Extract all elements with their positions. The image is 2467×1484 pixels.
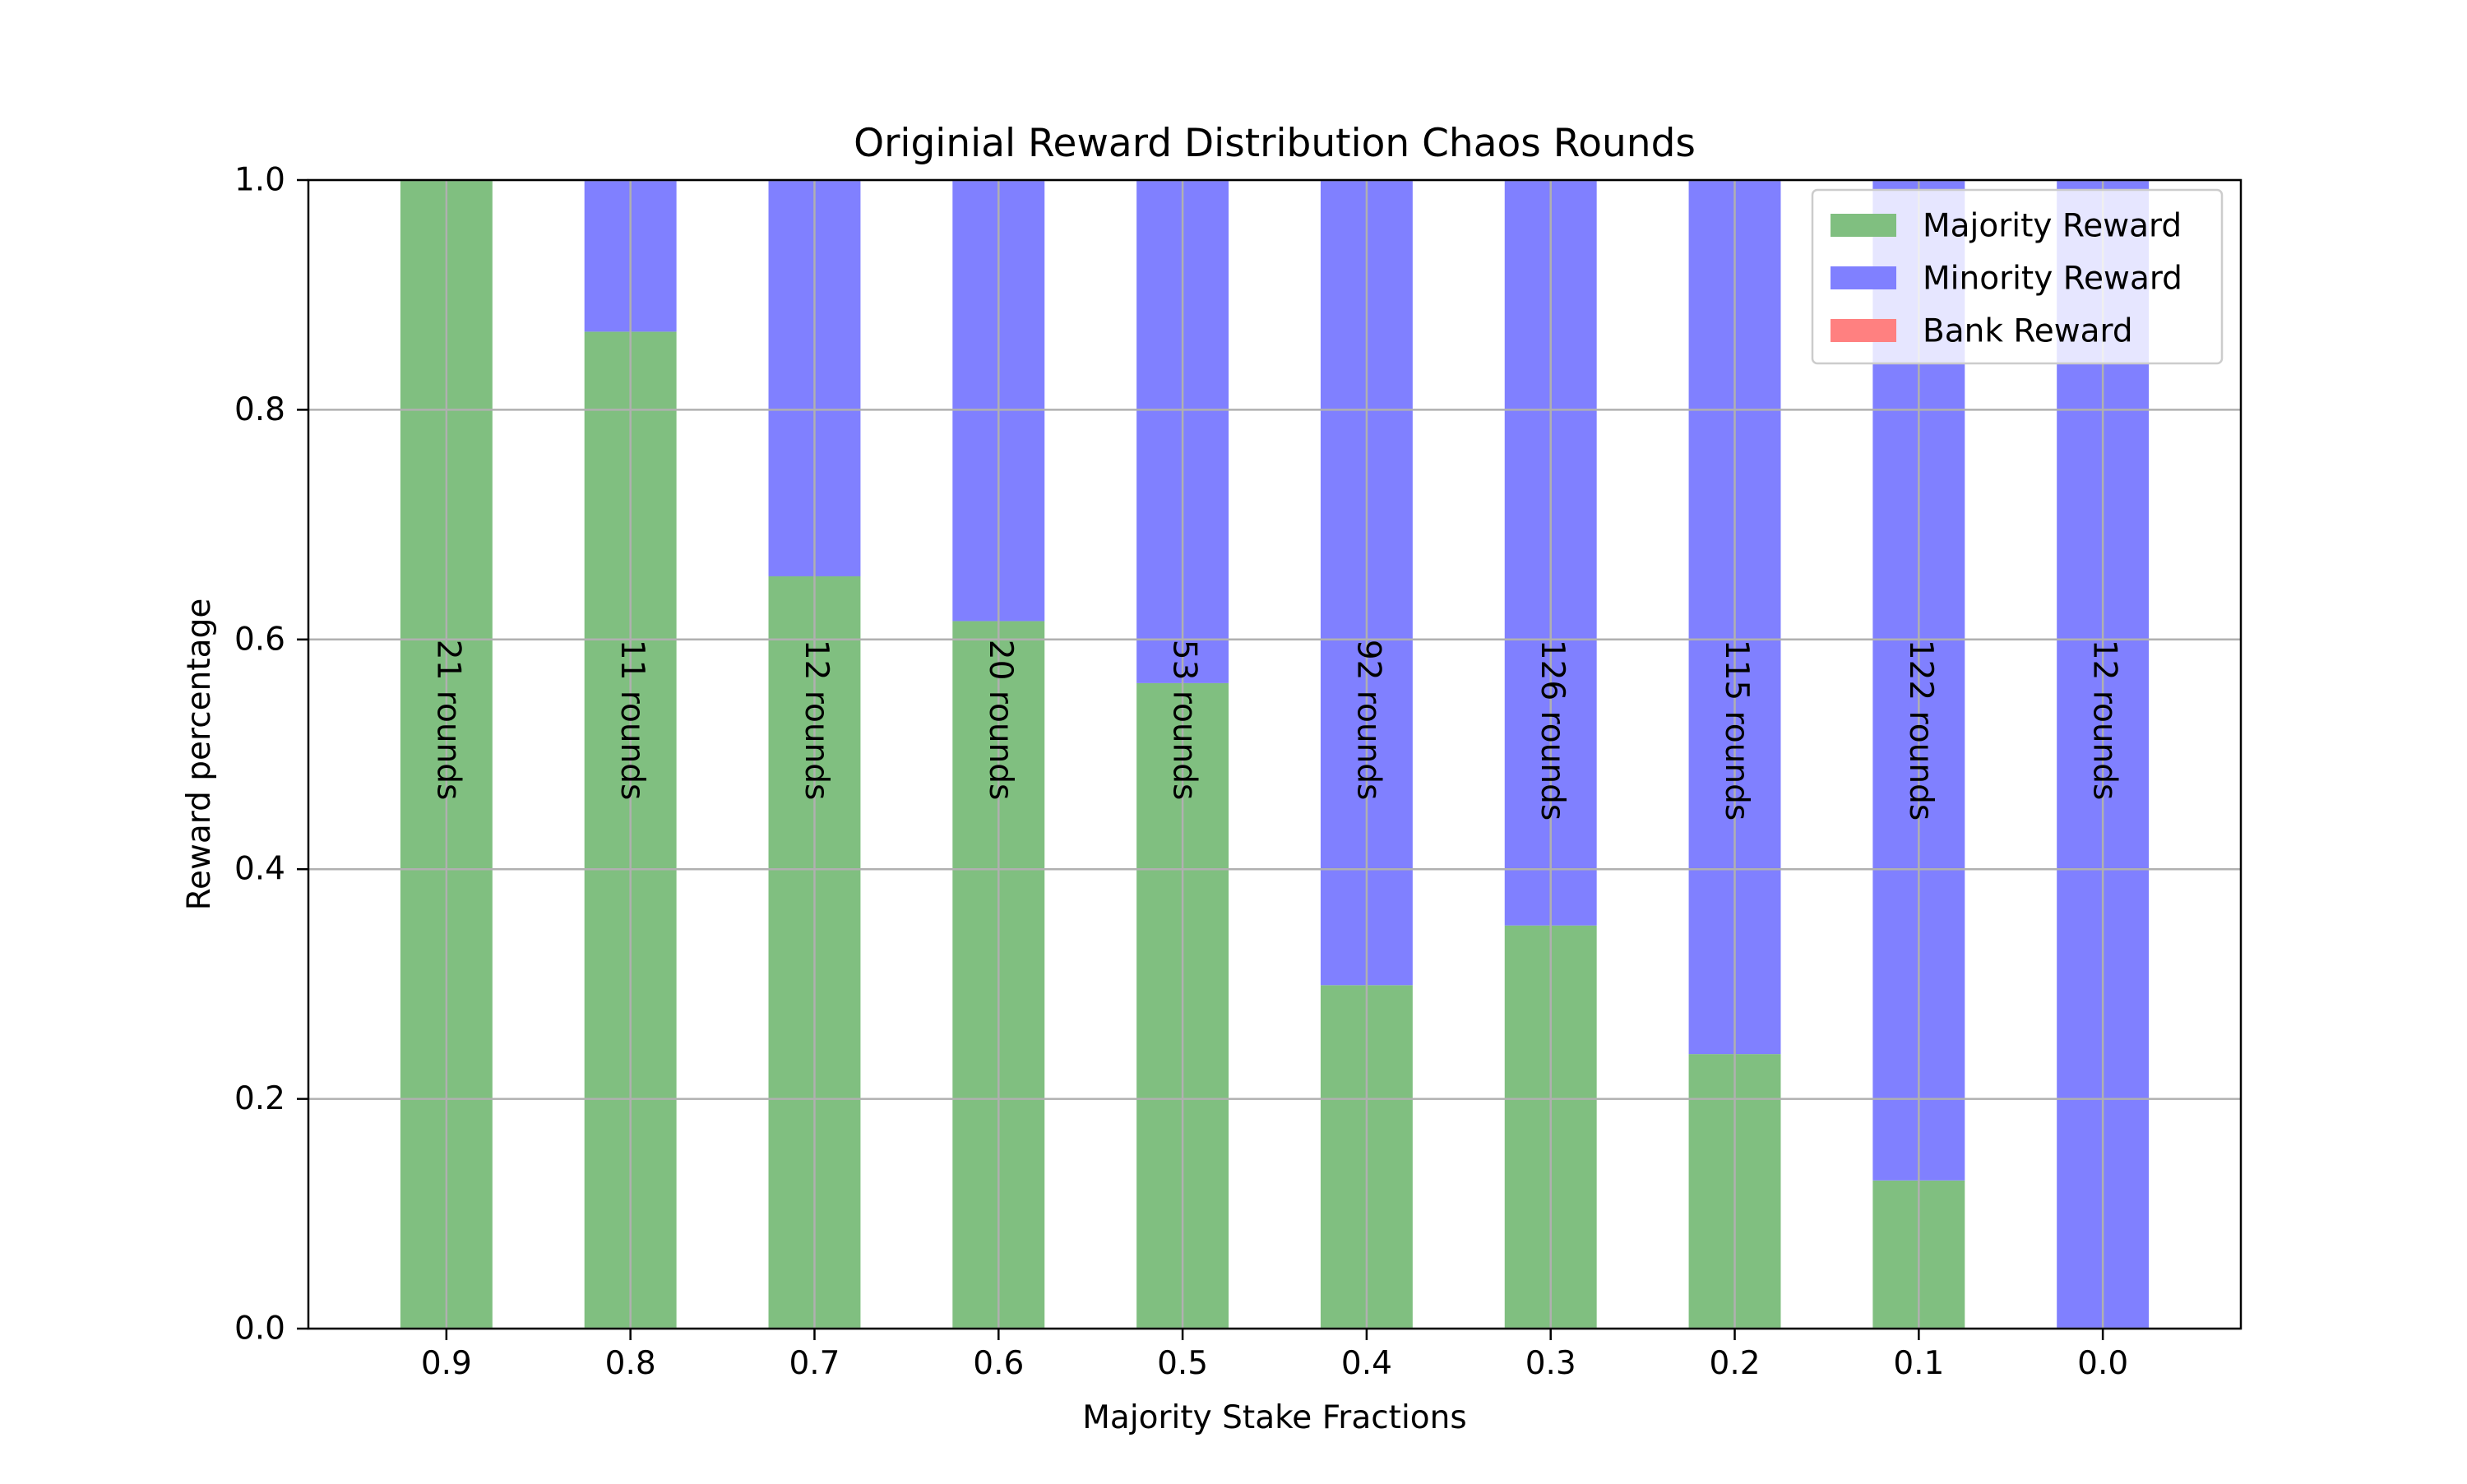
- x-tick-label: 0.0: [2077, 1345, 2128, 1382]
- bar-label-rounds: 115 rounds: [1718, 640, 1755, 821]
- bar-label-rounds: 21 rounds: [429, 640, 466, 801]
- x-tick-label: 0.7: [789, 1345, 840, 1382]
- legend-label: Bank Reward: [1923, 313, 2133, 350]
- chart-title: Originial Reward Distribution Chaos Roun…: [854, 121, 1696, 166]
- y-tick-label: 0.8: [234, 391, 285, 428]
- bar-label-rounds: 92 rounds: [1349, 640, 1386, 801]
- y-tick-label: 0.4: [234, 851, 285, 888]
- bar-label-rounds: 126 rounds: [1534, 640, 1571, 821]
- bar-label-rounds: 12 rounds: [2086, 640, 2123, 801]
- bar-label-rounds: 12 rounds: [798, 640, 835, 801]
- y-axis-label: Reward percentage: [181, 599, 218, 911]
- x-tick-label: 0.4: [1341, 1345, 1392, 1382]
- y-tick-label: 0.0: [234, 1311, 285, 1348]
- y-tick-label: 0.6: [234, 621, 285, 658]
- y-tick-label: 0.2: [234, 1080, 285, 1117]
- legend-swatch-majority: [1831, 214, 1896, 237]
- legend-swatch-minority: [1831, 266, 1896, 289]
- y-tick-label: 1.0: [234, 162, 285, 199]
- legend: Majority Reward Minority Reward Bank Rewar…: [1811, 188, 2224, 365]
- x-tick-label: 0.3: [1525, 1345, 1576, 1382]
- bar-label-rounds: 122 rounds: [1902, 640, 1939, 821]
- x-tick-label: 0.1: [1893, 1345, 1944, 1382]
- legend-label: Majority Reward: [1923, 208, 2182, 245]
- x-tick-label: 0.8: [605, 1345, 656, 1382]
- bar-label-rounds: 20 rounds: [982, 640, 1019, 801]
- plot-frame: [307, 178, 2243, 1330]
- x-tick-label: 0.6: [973, 1345, 1024, 1382]
- legend-swatch-bank: [1831, 319, 1896, 342]
- x-tick-label: 0.9: [421, 1345, 472, 1382]
- x-tick-label: 0.5: [1157, 1345, 1208, 1382]
- bar-label-rounds: 11 rounds: [613, 640, 650, 801]
- x-tick-label: 0.2: [1710, 1345, 1761, 1382]
- legend-label: Minority Reward: [1923, 261, 2182, 298]
- x-axis-label: Majority Stake Fractions: [1082, 1399, 1466, 1436]
- bar-label-rounds: 53 rounds: [1166, 640, 1203, 801]
- legend-box: [1811, 188, 2224, 365]
